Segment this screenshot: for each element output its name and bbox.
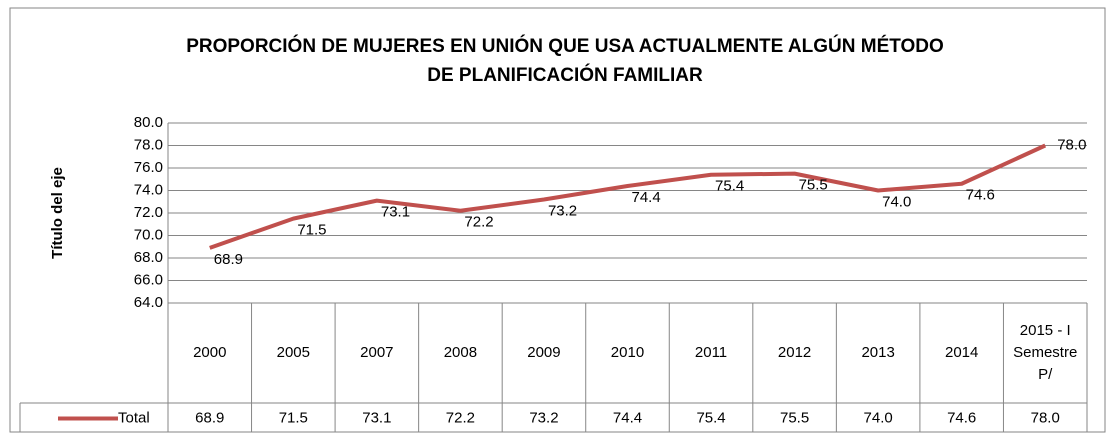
category-label: 2012 <box>777 344 812 361</box>
table-value: 74.4 <box>613 409 642 426</box>
data-label: 78.0 <box>1057 136 1086 153</box>
data-label: 72.2 <box>464 214 493 231</box>
x-tick-label: 2012 <box>777 344 812 361</box>
category-label: 2007 <box>360 344 394 361</box>
category-label: 2014 <box>944 344 979 361</box>
y-tick-label: 64.0 <box>134 294 163 311</box>
category-label: 2013 <box>861 344 895 361</box>
y-tick-label: 78.0 <box>134 136 163 153</box>
x-tick-label: 2015 - I Semestre P/ <box>1013 322 1078 383</box>
category-label: 2009 <box>527 344 561 361</box>
y-axis-label: Título del eje <box>49 167 66 259</box>
table-value: 75.5 <box>780 409 809 426</box>
table-value: 71.5 <box>279 409 308 426</box>
y-tick-label: 68.0 <box>134 249 163 266</box>
series-line <box>209 143 1047 250</box>
table-value: 74.0 <box>864 409 893 426</box>
data-label: 75.4 <box>715 178 744 195</box>
x-tick-label: 2000 <box>193 344 227 361</box>
category-label: 2015 - I Semestre P/ <box>1013 322 1078 383</box>
data-label: 73.2 <box>548 202 577 219</box>
y-tick-label: 80.0 <box>134 114 163 131</box>
category-label: 2005 <box>276 344 310 361</box>
table-value: 73.1 <box>362 409 391 426</box>
table-value: 68.9 <box>195 409 224 426</box>
data-label: 71.5 <box>297 222 326 239</box>
x-tick-label: 2013 <box>861 344 895 361</box>
chart-title: PROPORCIÓN DE MUJERES EN UNIÓN QUE USA A… <box>186 35 944 57</box>
x-tick-label: 2010 <box>610 344 645 361</box>
y-tick-label: 66.0 <box>134 271 163 288</box>
x-tick-label: 2008 <box>443 344 478 361</box>
table-value: 72.2 <box>446 409 475 426</box>
data-label: 74.6 <box>966 187 995 204</box>
data-label: 74.0 <box>882 193 911 210</box>
x-tick-label: 2009 <box>527 344 561 361</box>
table-value: 73.2 <box>529 409 558 426</box>
y-tick-label: 74.0 <box>134 181 163 198</box>
data-label: 75.5 <box>799 177 828 194</box>
table-value: 74.6 <box>947 409 976 426</box>
y-tick-label: 72.0 <box>134 204 163 221</box>
category-label: 2010 <box>610 344 645 361</box>
chart-title: DE PLANIFICACIÓN FAMILIAR <box>427 64 703 86</box>
chart-frame <box>9 7 1106 433</box>
y-tick-label: 70.0 <box>134 226 163 243</box>
table-value: 75.4 <box>696 409 725 426</box>
table-value: 78.0 <box>1031 409 1060 426</box>
category-label: 2011 <box>694 344 728 361</box>
y-tick-label: 76.0 <box>134 159 163 176</box>
legend-label: Total <box>118 409 150 426</box>
data-label: 74.4 <box>632 189 661 206</box>
category-label: 2000 <box>193 344 227 361</box>
data-label: 73.1 <box>381 204 410 221</box>
x-tick-label: 2005 <box>276 344 310 361</box>
x-tick-label: 2011 <box>694 344 728 361</box>
x-tick-label: 2007 <box>360 344 394 361</box>
category-label: 2008 <box>443 344 478 361</box>
x-tick-label: 2014 <box>944 344 979 361</box>
data-label: 68.9 <box>214 251 243 268</box>
